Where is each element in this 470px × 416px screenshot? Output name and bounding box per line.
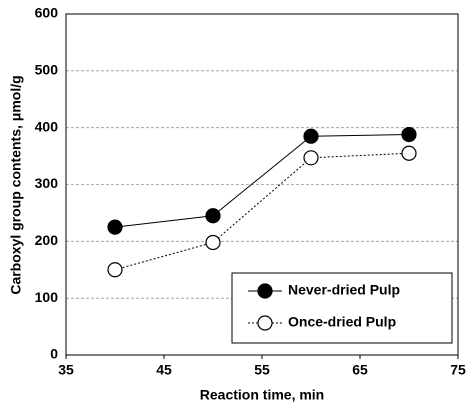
plot-frame [65,13,459,356]
y-tick-label: 400 [35,118,59,134]
x-tick-label: 65 [352,362,368,378]
marker [303,150,319,166]
series-line [114,152,410,271]
marker [205,234,221,251]
y-tick-label: 100 [35,289,59,305]
legend-label: Once-dried Pulp [288,314,396,330]
x-tick-label: 55 [254,362,270,378]
x-tick-label: 45 [156,362,172,378]
marker [107,262,123,278]
x-tick-label: 75 [450,362,466,378]
marker [401,126,417,143]
legend-marker [257,283,273,299]
y-tick-label: 0 [50,346,58,362]
marker [107,219,123,235]
y-tick-label: 200 [35,232,59,248]
marker [401,145,417,161]
y-tick-label: 600 [35,5,59,21]
legend-label: Never-dried Pulp [288,282,400,298]
y-tick-label: 300 [35,175,59,191]
marker [205,208,221,224]
legend: Never-dried Pulp Once-dried Pulp [231,272,453,344]
series-line [114,133,410,228]
x-axis-title: Reaction time, min [200,387,324,403]
y-tick-label: 500 [35,62,59,78]
marker [303,128,319,144]
legend-marker [257,315,273,331]
x-tick-label: 35 [58,362,74,378]
y-axis-title: Carboxyl group contents, μmol/g [8,75,24,294]
